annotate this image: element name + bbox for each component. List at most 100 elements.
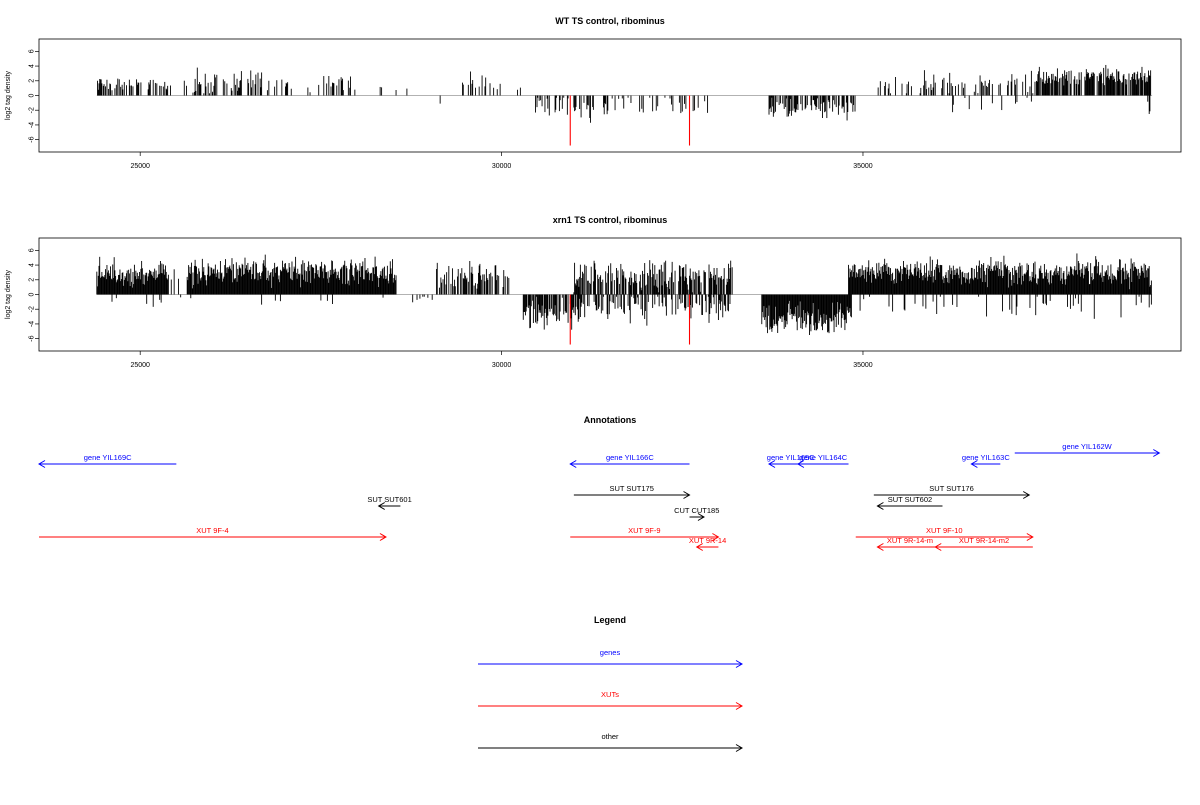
feature-label: SUT SUT602 xyxy=(888,495,932,504)
tag-bars xyxy=(97,64,1152,123)
arrow-head xyxy=(683,491,691,499)
feature-label: XUT 9F-9 xyxy=(628,526,660,535)
feature-arrow xyxy=(873,491,1031,499)
legend-title: Legend xyxy=(594,615,626,625)
annotations-panel: Annotations gene YIL169C gene YIL166C gene … xyxy=(38,415,1161,551)
annotation-feature: gene YIL169C xyxy=(38,453,177,468)
y-tick-label: 6 xyxy=(29,248,36,252)
feature-arrow xyxy=(569,460,690,468)
arrow-head xyxy=(796,460,805,468)
arrow-head xyxy=(695,543,703,551)
annotation-feature: SUT SUT175 xyxy=(573,484,691,499)
arrow-head xyxy=(876,543,884,551)
arrow-head xyxy=(768,460,776,468)
feature-label: SUT SUT176 xyxy=(929,484,973,493)
feature-arrow xyxy=(478,702,743,710)
feature-arrow xyxy=(970,460,1001,468)
annotation-feature: gene YIL162W xyxy=(1014,442,1161,457)
feature-label: gene YIL169C xyxy=(84,453,132,462)
arrow-head xyxy=(735,702,743,710)
arrow-head xyxy=(569,460,577,468)
arrow-head xyxy=(712,533,720,541)
annotation-feature: SUT SUT176 xyxy=(873,484,1031,499)
y-tick-label: 2 xyxy=(29,79,36,83)
feature-label: XUT 9F-10 xyxy=(926,526,963,535)
y-tick-label: 4 xyxy=(29,263,36,267)
arrow-head xyxy=(377,502,385,510)
feature-label: gene YIL164C xyxy=(799,453,847,462)
annotation-feature: XUT 9R-14-m xyxy=(876,536,943,551)
y-axis-label: log2 tag density xyxy=(5,70,12,120)
arrow-head xyxy=(970,460,978,468)
y-tick-label: -2 xyxy=(29,107,36,113)
feature-arrow xyxy=(38,460,177,468)
x-tick-label: 30000 xyxy=(492,362,512,369)
feature-arrow xyxy=(573,491,691,499)
y-tick-label: 4 xyxy=(29,64,36,68)
y-tick-label: 0 xyxy=(29,292,36,296)
arrow-head xyxy=(379,533,387,541)
feature-arrow xyxy=(689,513,705,521)
feature-arrow xyxy=(695,543,719,551)
arrow-head xyxy=(697,513,705,521)
feature-label: gene YIL163C xyxy=(962,453,1010,462)
annotation-feature: CUT CUT185 xyxy=(674,506,719,521)
annotation-feature: gene YIL166C xyxy=(569,453,690,468)
annotation-feature: XUT 9R-14 xyxy=(689,536,726,551)
annotation-feature: gene YIL163C xyxy=(962,453,1010,468)
x-tick-label: 30000 xyxy=(492,163,512,170)
x-tick-label: 35000 xyxy=(853,362,873,369)
arrow-head xyxy=(1026,533,1034,541)
legend-item: other xyxy=(478,732,743,752)
y-tick-label: -4 xyxy=(29,122,36,128)
annotation-feature: XUT 9R-14-m2 xyxy=(934,536,1033,551)
feature-label: XUT 9R-14-m xyxy=(887,536,933,545)
feature-arrow xyxy=(1014,449,1161,457)
feature-arrow xyxy=(796,460,849,468)
y-axis-label: log2 tag density xyxy=(5,269,12,319)
x-tick-label: 25000 xyxy=(130,362,150,369)
annotation-feature: XUT 9F-10 xyxy=(855,526,1034,541)
feature-arrow xyxy=(934,543,1033,551)
annotation-feature: XUT 9F-9 xyxy=(570,526,720,541)
legend-label: other xyxy=(601,732,619,741)
feature-label: XUT 9R-14-m2 xyxy=(959,536,1009,545)
arrow-head xyxy=(1022,491,1031,499)
tag-bars xyxy=(96,253,1152,335)
legend-label: XUTs xyxy=(601,690,619,699)
feature-arrow xyxy=(876,502,943,510)
y-tick-label: -4 xyxy=(29,321,36,327)
feature-label: SUT SUT601 xyxy=(367,495,411,504)
feature-label: gene YIL162W xyxy=(1062,442,1112,451)
y-tick-label: -6 xyxy=(29,335,36,341)
feature-label: gene YIL165C xyxy=(767,453,815,462)
arrow-head xyxy=(876,502,884,510)
arrow-head xyxy=(934,543,942,551)
legend-item: genes xyxy=(478,648,743,668)
feature-arrow xyxy=(478,660,743,668)
y-tick-label: -2 xyxy=(29,306,36,312)
y-tick-label: 6 xyxy=(29,49,36,53)
legend-panel: Legend genes XUTs other xyxy=(478,615,743,752)
feature-label: XUT 9F-4 xyxy=(196,526,228,535)
annotation-feature: gene YIL164C xyxy=(796,453,849,468)
annotations-title: Annotations xyxy=(584,415,637,425)
arrow-head xyxy=(735,744,743,752)
panel-title: xrn1 TS control, ribominus xyxy=(553,215,668,225)
legend-label: genes xyxy=(600,648,621,657)
arrow-head xyxy=(735,660,743,668)
panel-title: WT TS control, ribominus xyxy=(555,16,665,26)
y-tick-label: -6 xyxy=(29,136,36,142)
legend-item: XUTs xyxy=(478,690,743,710)
feature-label: gene YIL166C xyxy=(606,453,654,462)
feature-arrow xyxy=(377,502,401,510)
feature-arrow xyxy=(570,533,720,541)
arrow-head xyxy=(1153,449,1161,457)
y-tick-label: 0 xyxy=(29,93,36,97)
feature-arrow xyxy=(876,543,943,551)
annotation-feature: XUT 9F-4 xyxy=(39,526,387,541)
feature-label: SUT SUT175 xyxy=(609,484,653,493)
x-tick-label: 35000 xyxy=(853,163,873,170)
